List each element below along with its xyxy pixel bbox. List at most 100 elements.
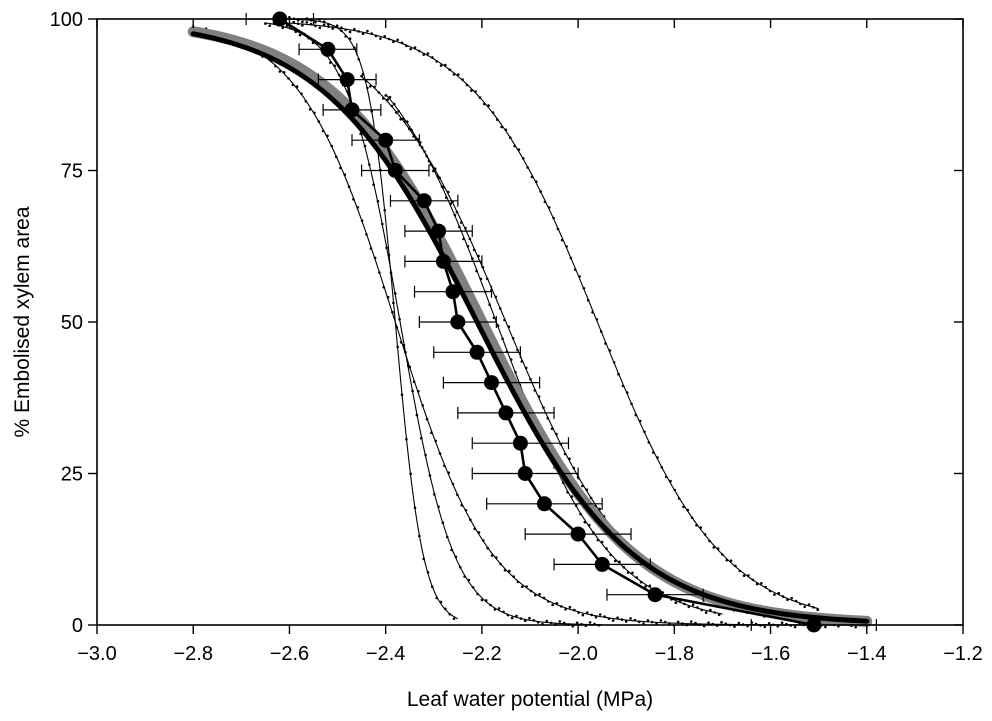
raw-data-point — [395, 325, 399, 329]
raw-data-point — [394, 292, 397, 295]
raw-data-point — [376, 199, 380, 203]
y-tick-label: 0 — [72, 615, 83, 637]
raw-data-point — [644, 585, 647, 588]
mean-point — [431, 223, 447, 239]
raw-data-point — [264, 22, 267, 25]
raw-data-point — [854, 625, 857, 629]
raw-data-point — [674, 601, 678, 604]
raw-data-point — [534, 593, 537, 597]
raw-data-point — [474, 90, 477, 93]
raw-data-point — [456, 493, 459, 497]
raw-data-point — [442, 186, 446, 189]
raw-data-point — [629, 617, 632, 620]
raw-data-point — [327, 25, 330, 28]
x-tick-label: −1.6 — [751, 643, 790, 665]
x-axis-label: Leaf water potential (MPa) — [407, 688, 653, 711]
raw-data-point — [413, 506, 417, 510]
raw-data-point — [507, 325, 511, 329]
raw-data-point — [799, 602, 802, 606]
raw-data-point — [409, 472, 413, 476]
raw-data-point — [520, 360, 524, 363]
raw-data-point — [454, 555, 458, 559]
mean-point — [387, 163, 403, 178]
raw-data-point — [370, 110, 374, 113]
mean-point — [435, 253, 451, 269]
raw-data-point — [475, 269, 478, 273]
raw-data-point — [291, 83, 295, 87]
raw-data-point — [488, 303, 491, 307]
raw-data-point — [451, 482, 455, 486]
raw-data-point — [700, 608, 704, 612]
x-tick-label: −1.2 — [943, 643, 982, 665]
raw-data-point — [422, 53, 426, 56]
raw-data-point — [631, 571, 634, 575]
raw-data-point — [816, 608, 819, 612]
raw-data-point — [490, 554, 494, 557]
raw-data-point — [763, 625, 767, 629]
raw-data-point — [344, 35, 348, 38]
x-tick-label: −2.0 — [558, 643, 597, 665]
raw-data-point — [399, 118, 402, 121]
raw-data-point — [459, 221, 463, 224]
raw-data-point — [447, 471, 451, 475]
raw-data-point — [575, 621, 579, 625]
raw-data-point — [425, 417, 429, 421]
y-tick-label: 25 — [61, 464, 83, 486]
raw-data-point — [322, 20, 326, 24]
raw-data-point — [546, 416, 550, 420]
raw-data-point — [767, 622, 771, 625]
raw-data-point — [321, 129, 325, 133]
raw-data-point — [431, 585, 434, 588]
raw-data-point — [395, 111, 398, 114]
raw-data-point — [460, 504, 464, 507]
raw-data-point — [733, 625, 736, 628]
raw-data-point — [790, 596, 793, 600]
raw-data-point — [389, 271, 393, 275]
raw-data-point — [794, 599, 798, 603]
raw-data-point — [357, 58, 361, 61]
raw-data-point — [573, 608, 576, 612]
raw-data-point — [403, 120, 407, 123]
raw-data-point — [622, 566, 626, 569]
raw-data-point — [364, 79, 368, 83]
raw-data-point — [506, 613, 510, 617]
raw-data-point — [526, 166, 529, 169]
raw-data-point — [295, 85, 299, 88]
raw-data-point — [458, 565, 462, 569]
raw-data-point — [517, 148, 521, 151]
raw-data-point — [549, 621, 553, 625]
raw-data-point — [535, 180, 538, 183]
raw-data-point — [363, 144, 367, 148]
raw-data-point — [469, 518, 472, 522]
raw-data-point — [334, 155, 338, 159]
raw-data-point — [435, 60, 439, 63]
raw-data-point — [407, 127, 411, 131]
raw-data-point — [412, 380, 416, 384]
raw-data-point — [663, 620, 667, 624]
raw-data-point — [760, 582, 763, 585]
raw-data-point — [471, 586, 475, 589]
x-tick-label: −1.4 — [847, 643, 886, 665]
raw-data-point — [435, 596, 439, 600]
raw-data-point — [353, 27, 356, 31]
raw-data-point — [348, 37, 352, 40]
raw-data-point — [308, 108, 312, 111]
raw-data-point — [421, 404, 425, 407]
raw-data-point — [591, 311, 594, 314]
raw-data-point — [604, 342, 607, 345]
raw-data-point — [565, 245, 568, 248]
plot-data — [187, 11, 878, 633]
raw-data-point — [552, 216, 555, 220]
raw-data-point — [696, 606, 699, 609]
raw-data-point — [426, 52, 430, 55]
raw-data-point — [682, 505, 685, 509]
raw-data-point — [583, 520, 587, 524]
raw-data-point — [365, 233, 368, 236]
raw-data-point — [566, 491, 569, 494]
raw-data-point — [525, 585, 528, 588]
raw-data-point — [620, 618, 624, 621]
raw-data-point — [357, 30, 361, 33]
raw-data-point — [581, 484, 584, 488]
raw-data-point — [329, 61, 332, 64]
